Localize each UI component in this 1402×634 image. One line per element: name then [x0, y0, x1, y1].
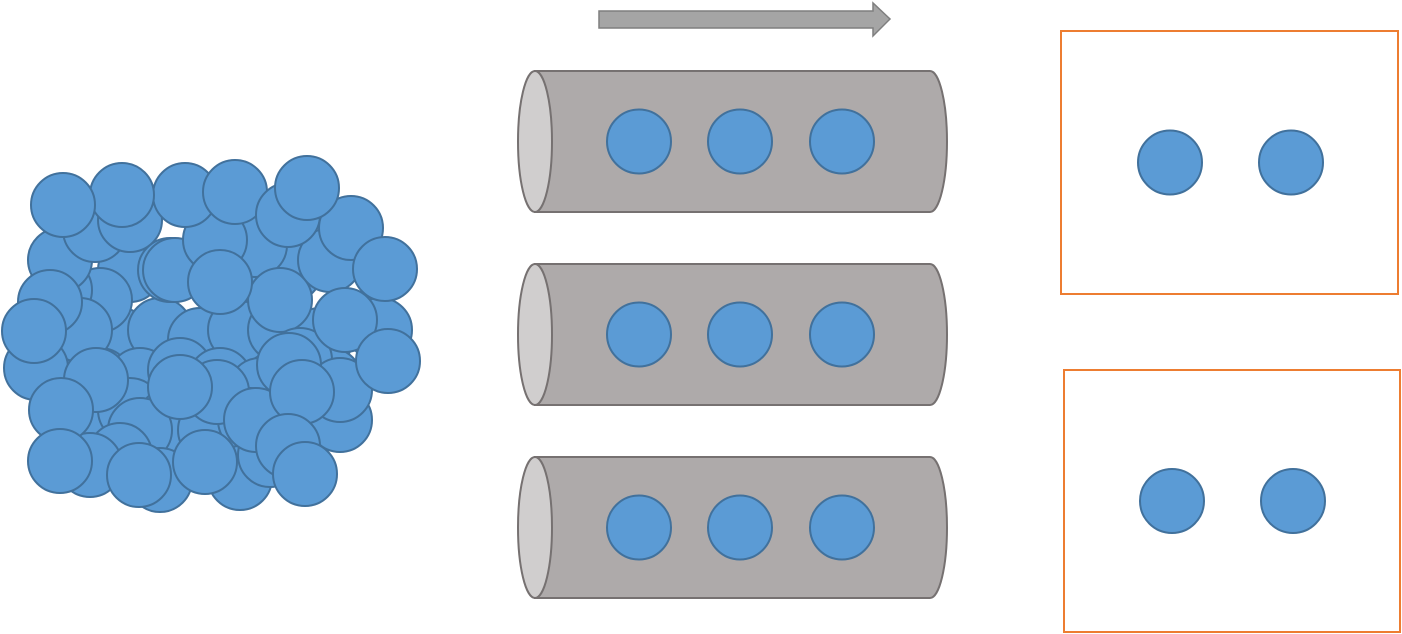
tube-ball	[707, 108, 773, 175]
box-1	[1060, 30, 1399, 295]
tube-ball	[809, 301, 875, 368]
tube-2	[517, 263, 948, 406]
flow-arrow-group	[598, 1, 892, 38]
cluster-ball	[106, 442, 172, 508]
cluster-ball	[187, 249, 253, 315]
tube-ball	[606, 301, 672, 368]
cluster-ball	[1, 298, 67, 364]
cluster-ball	[147, 354, 213, 420]
cluster-ball	[89, 162, 155, 228]
tube-ball	[606, 108, 672, 175]
cluster-ball	[274, 155, 340, 221]
box-frame	[1060, 30, 1399, 295]
box-frame	[1063, 369, 1401, 633]
cluster-ball	[247, 267, 313, 333]
cluster-ball	[30, 172, 96, 238]
cluster-ball	[172, 429, 238, 495]
flow-arrow-right-icon	[598, 1, 892, 38]
tube-1	[517, 70, 948, 213]
tube-end-cap	[517, 70, 553, 213]
cluster-ball	[272, 441, 338, 507]
box-group	[1060, 30, 1401, 633]
tube-ball	[606, 494, 672, 561]
tube-group	[517, 70, 948, 599]
tube-ball	[707, 301, 773, 368]
cluster-ball	[352, 236, 418, 302]
box-ball	[1258, 129, 1324, 196]
cluster-ball	[355, 328, 421, 394]
tube-ball	[707, 494, 773, 561]
tube-end-cap	[517, 263, 553, 406]
box-ball	[1139, 468, 1205, 534]
cluster-ball	[27, 428, 93, 494]
box-ball	[1137, 129, 1203, 196]
box-2	[1063, 369, 1401, 633]
box-ball	[1260, 468, 1326, 534]
tube-ball	[809, 494, 875, 561]
tube-ball	[809, 108, 875, 175]
cluster-ball	[312, 287, 378, 353]
particle-cluster	[1, 155, 421, 513]
tube-end-cap	[517, 456, 553, 599]
tube-3	[517, 456, 948, 599]
